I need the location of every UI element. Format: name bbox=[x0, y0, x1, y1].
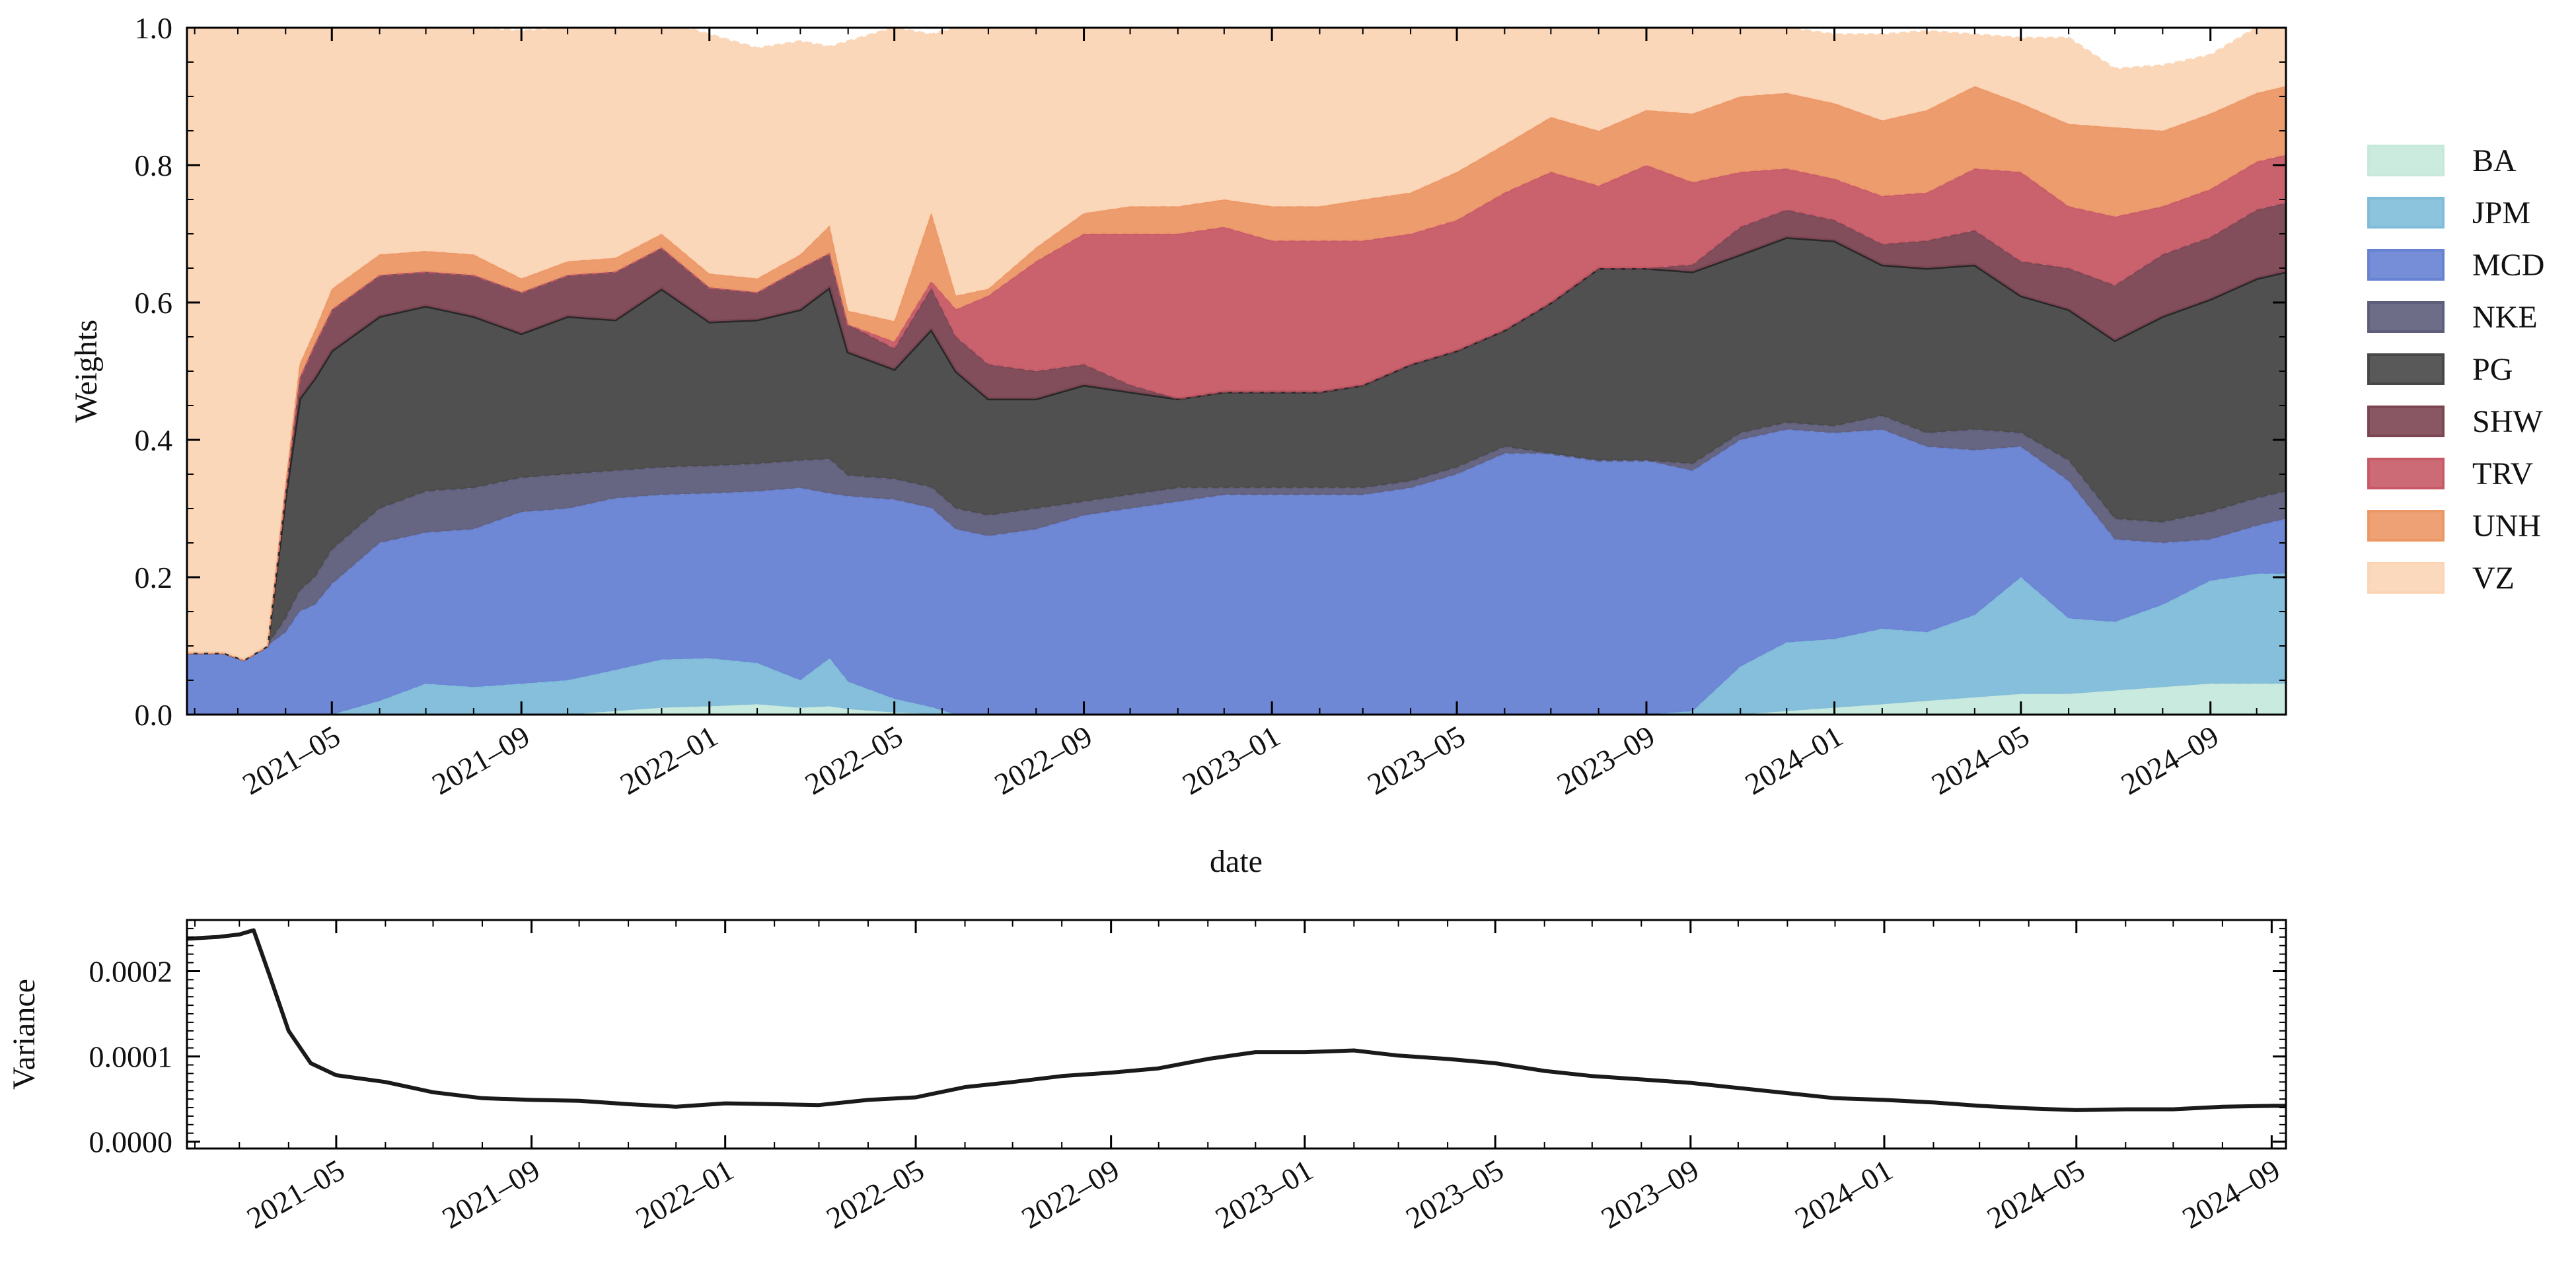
variance-xtick-label: 2023–09 bbox=[1596, 1152, 1705, 1235]
legend-swatch-unh bbox=[2367, 510, 2445, 542]
weights-ytick-label: 0.4 bbox=[135, 423, 173, 457]
legend-swatch-shw bbox=[2367, 406, 2445, 437]
variance-ytick-label: 0.0002 bbox=[89, 954, 173, 988]
area-edge-vz bbox=[187, 28, 2263, 71]
area-vz bbox=[187, 28, 2286, 660]
weights-xtick-label: 2024–09 bbox=[2116, 719, 2225, 801]
variance-plot bbox=[187, 928, 2286, 1112]
variance-y-axis-label: Variance bbox=[7, 979, 42, 1090]
legend-swatch-vz bbox=[2367, 562, 2445, 594]
variance-xtick-label: 2022–05 bbox=[821, 1152, 930, 1235]
legend-label-ba: BA bbox=[2472, 143, 2517, 178]
legend-label-mcd: MCD bbox=[2472, 248, 2544, 283]
variance-axes: 0.0000 0.0001 0.0002 2021–05 2021–09 2022–01 2… bbox=[89, 920, 2286, 1235]
legend-label-pg: PG bbox=[2472, 352, 2513, 387]
variance-ytick-label: 0.0000 bbox=[89, 1125, 173, 1159]
area-ba bbox=[187, 684, 2286, 715]
variance-xtick-label: 2021–09 bbox=[437, 1152, 546, 1235]
variance-plot-frame bbox=[186, 919, 2287, 1150]
weights-ytick-label: 0.8 bbox=[135, 149, 173, 182]
legend-swatch-ba bbox=[2367, 145, 2445, 176]
legend: BA JPM MCD NKE PG SHW TRV UNH VZ bbox=[2367, 143, 2544, 596]
variance-line bbox=[187, 928, 2286, 1112]
variance-xtick-label: 2021–05 bbox=[241, 1152, 350, 1235]
variance-xtick-label: 2022–09 bbox=[1016, 1152, 1125, 1235]
weights-xtick-label: 2023–01 bbox=[1177, 719, 1286, 801]
area-edge-ba bbox=[187, 682, 2286, 715]
area-jpm bbox=[187, 573, 2286, 715]
weights-xtick-label: 2024–05 bbox=[1926, 719, 2035, 801]
weights-ytick-label: 0.0 bbox=[135, 698, 173, 732]
legend-swatch-trv bbox=[2367, 458, 2445, 489]
variance-xtick-label: 2024–01 bbox=[1789, 1152, 1898, 1235]
weights-y-axis-label: Weights bbox=[69, 320, 104, 423]
weights-xtick-label: 2024–01 bbox=[1740, 719, 1849, 801]
variance-xtick-label: 2023–01 bbox=[1210, 1152, 1319, 1235]
weights-chart: 0.0 0.2 0.4 0.6 0.8 1.0 2021–05 2021–09 2022–01 2… bbox=[69, 11, 2287, 879]
legend-label-trv: TRV bbox=[2472, 456, 2533, 491]
variance-xtick-label: 2024–09 bbox=[2176, 1152, 2285, 1235]
legend-swatch-jpm bbox=[2367, 197, 2445, 229]
area-mcd bbox=[187, 429, 2286, 715]
variance-xtick-label: 2024–05 bbox=[1981, 1152, 2090, 1235]
variance-chart: 0.0000 0.0001 0.0002 2021–05 2021–09 2022–01 2… bbox=[7, 919, 2287, 1235]
legend-label-jpm: JPM bbox=[2472, 195, 2530, 230]
legend-label-unh: UNH bbox=[2472, 509, 2541, 544]
area-pg bbox=[187, 237, 2286, 660]
legend-label-nke: NKE bbox=[2472, 300, 2538, 335]
legend-label-shw: SHW bbox=[2472, 404, 2543, 439]
weights-xtick-label: 2022–05 bbox=[799, 719, 908, 801]
variance-xtick-label: 2023–05 bbox=[1400, 1152, 1509, 1235]
weights-xtick-label: 2023–05 bbox=[1362, 719, 1471, 801]
area-shw bbox=[187, 203, 2286, 660]
legend-swatch-mcd bbox=[2367, 249, 2445, 281]
weights-areas bbox=[187, 28, 2286, 715]
legend-label-vz: VZ bbox=[2472, 561, 2515, 596]
weights-xtick-label: 2021–09 bbox=[426, 719, 535, 801]
area-unh bbox=[187, 86, 2286, 660]
weights-ytick-label: 1.0 bbox=[135, 11, 173, 45]
legend-swatch-nke bbox=[2367, 301, 2445, 333]
variance-ytick-label: 0.0001 bbox=[89, 1040, 173, 1074]
weights-xtick-label: 2023–09 bbox=[1551, 719, 1660, 801]
area-trv bbox=[187, 155, 2286, 660]
weights-xtick-label: 2021–05 bbox=[237, 719, 346, 801]
weights-xtick-label: 2022–01 bbox=[614, 719, 723, 801]
weights-ytick-label: 0.6 bbox=[135, 286, 173, 320]
legend-swatch-pg bbox=[2367, 353, 2445, 385]
weights-ytick-label: 0.2 bbox=[135, 561, 173, 594]
weights-xtick-label: 2022–09 bbox=[989, 719, 1098, 801]
variance-xtick-label: 2022–01 bbox=[630, 1152, 739, 1235]
weights-x-axis-label: date bbox=[1210, 844, 1263, 879]
area-nke bbox=[187, 415, 2286, 660]
